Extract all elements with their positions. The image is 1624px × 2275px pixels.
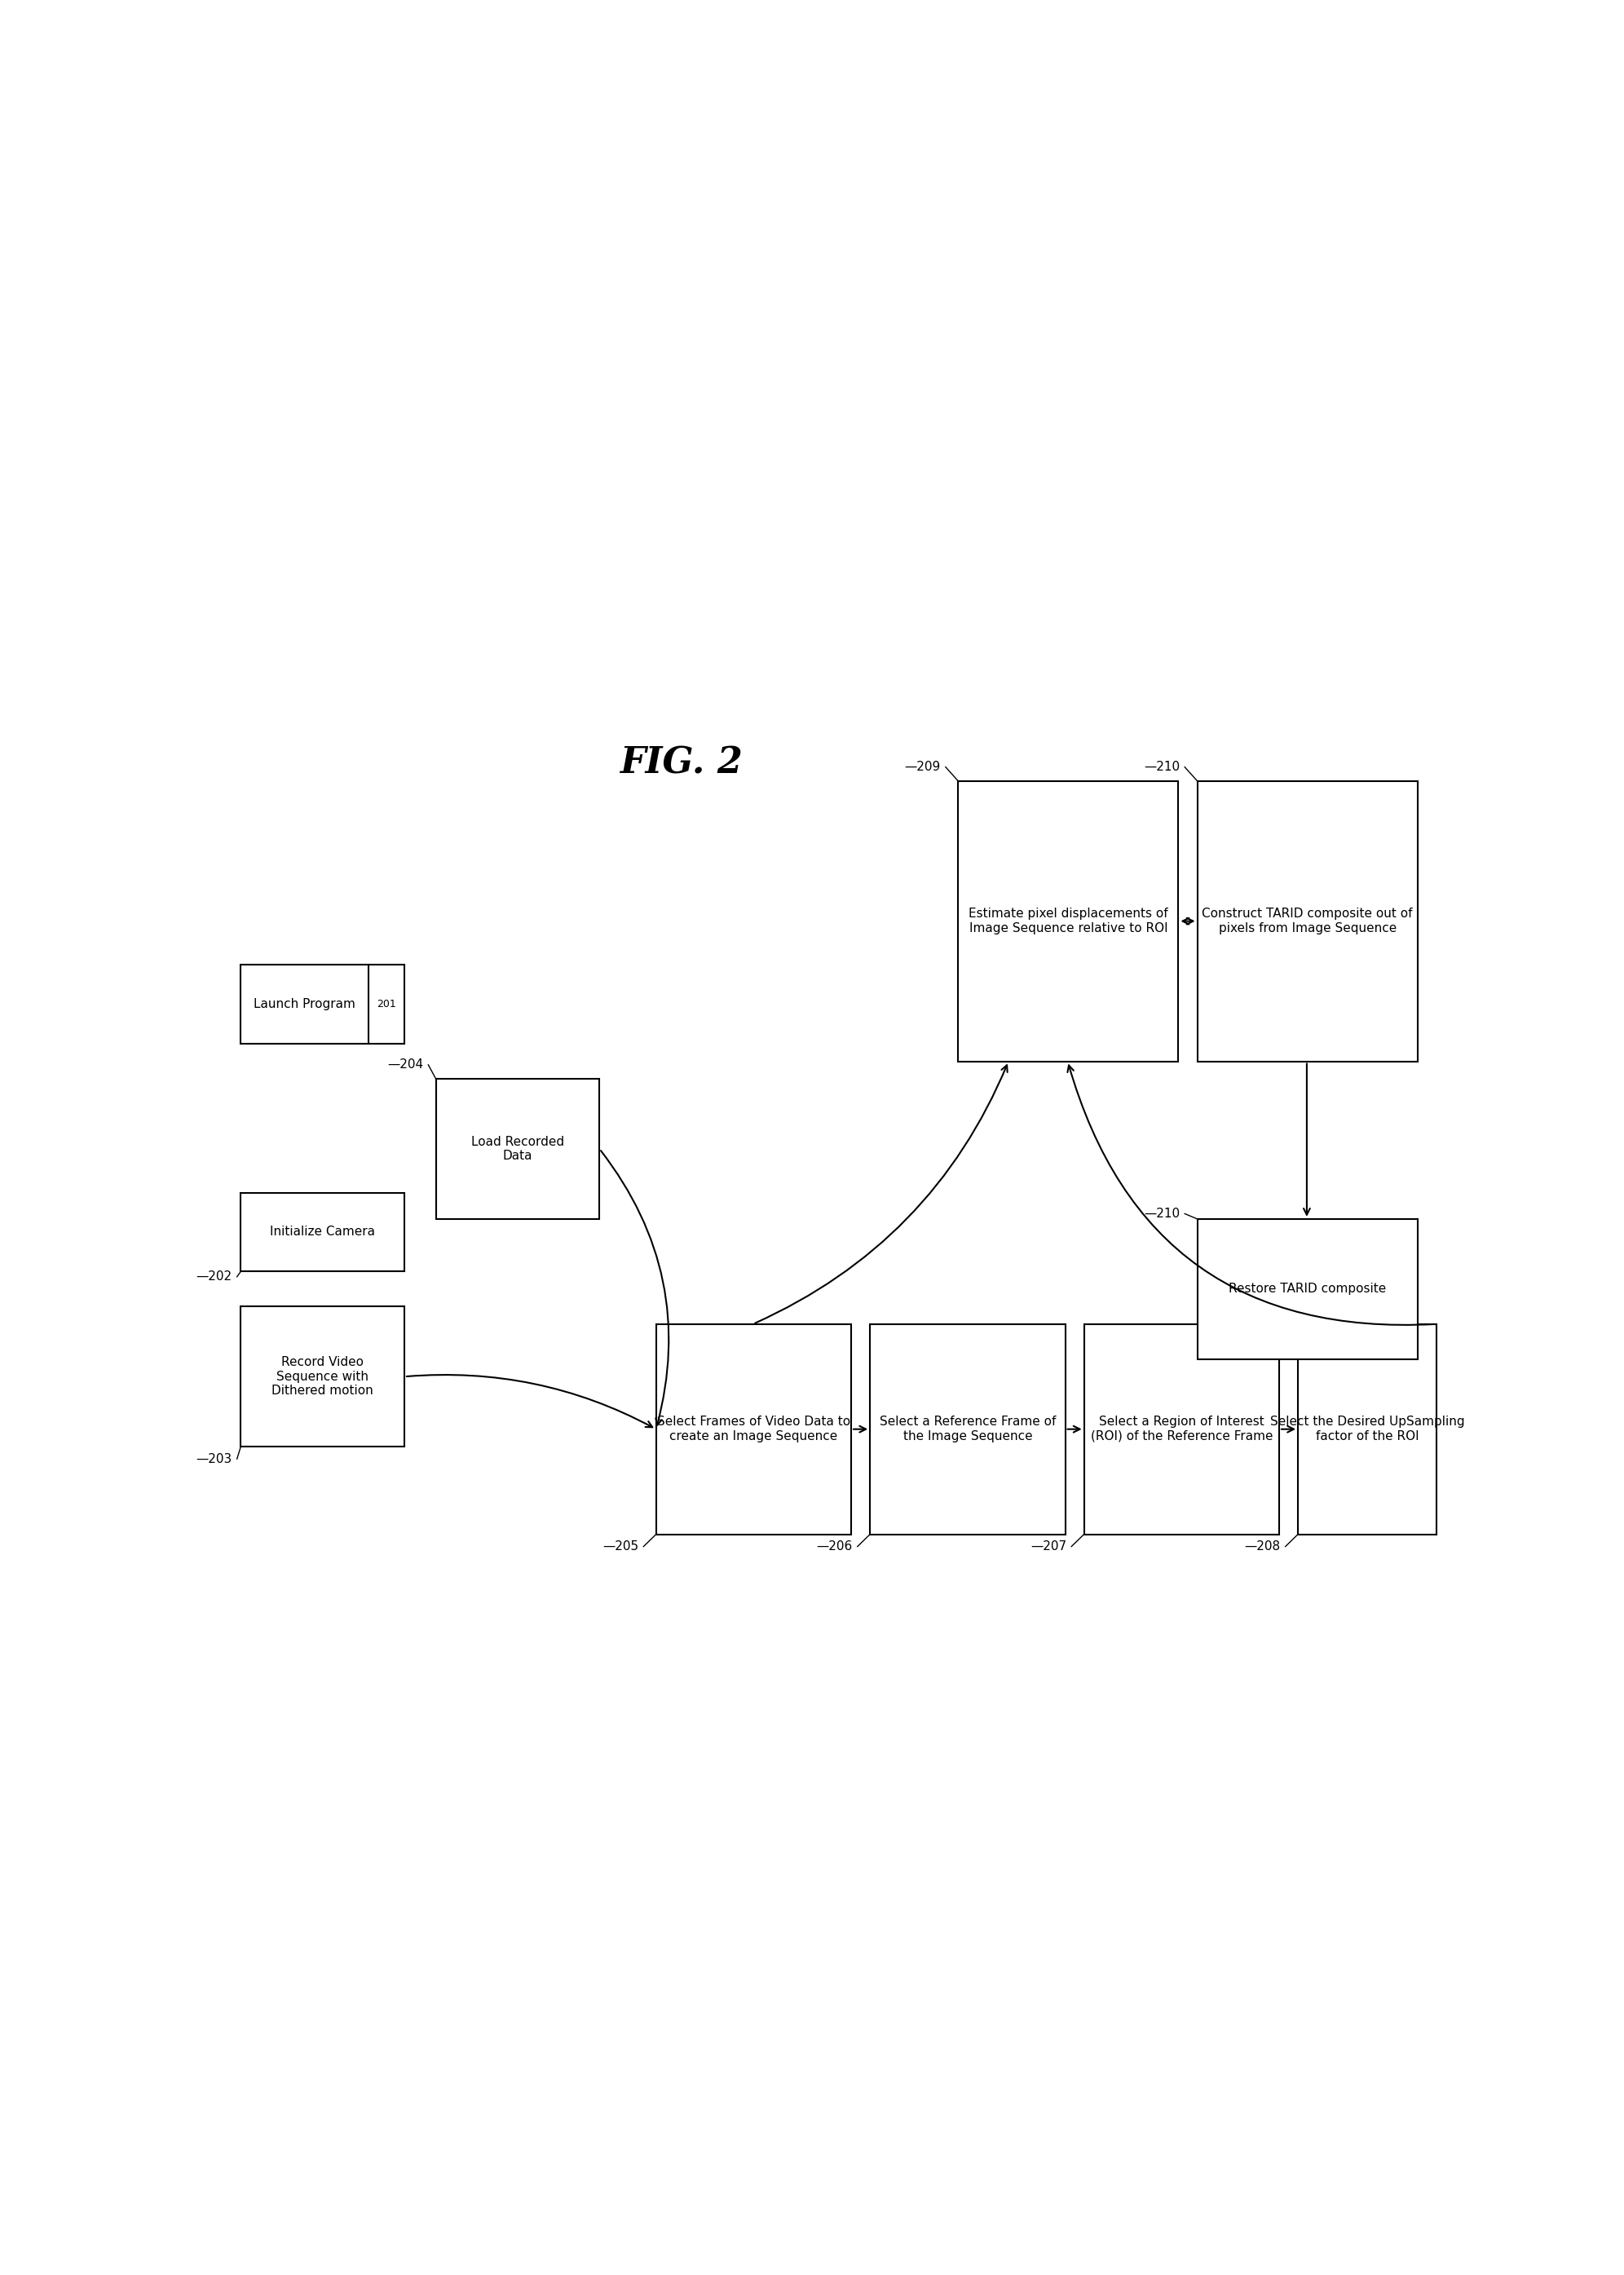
Text: Select Frames of Video Data to
create an Image Sequence: Select Frames of Video Data to create an… xyxy=(658,1415,851,1442)
Text: —210: —210 xyxy=(1143,760,1179,774)
Bar xyxy=(870,1324,1065,1533)
Text: Estimate pixel displacements of
Image Sequence relative to ROI: Estimate pixel displacements of Image Se… xyxy=(968,908,1168,935)
Text: —203: —203 xyxy=(197,1454,232,1465)
Text: 201: 201 xyxy=(377,999,396,1010)
Text: —205: —205 xyxy=(603,1540,638,1552)
Text: Select the Desired UpSampling
factor of the ROI: Select the Desired UpSampling factor of … xyxy=(1270,1415,1465,1442)
Text: Restore TARID composite: Restore TARID composite xyxy=(1229,1283,1387,1294)
Bar xyxy=(656,1324,851,1533)
Text: Select a Region of Interest
(ROI) of the Reference Frame: Select a Region of Interest (ROI) of the… xyxy=(1090,1415,1273,1442)
Bar xyxy=(1085,1324,1280,1533)
Bar xyxy=(240,1192,404,1272)
Bar xyxy=(1197,780,1418,1060)
Text: Initialize Camera: Initialize Camera xyxy=(270,1226,375,1238)
Text: Construct TARID composite out of
pixels from Image Sequence: Construct TARID composite out of pixels … xyxy=(1202,908,1413,935)
Text: —208: —208 xyxy=(1244,1540,1280,1552)
Bar xyxy=(1197,1219,1418,1358)
Text: —204: —204 xyxy=(387,1058,424,1072)
Text: Launch Program: Launch Program xyxy=(253,999,356,1010)
Bar xyxy=(240,965,404,1044)
Text: —209: —209 xyxy=(905,760,940,774)
Text: Record Video
Sequence with
Dithered motion: Record Video Sequence with Dithered moti… xyxy=(271,1356,374,1397)
Text: —207: —207 xyxy=(1030,1540,1067,1552)
Bar xyxy=(958,780,1179,1060)
Text: Select a Reference Frame of
the Image Sequence: Select a Reference Frame of the Image Se… xyxy=(880,1415,1056,1442)
Bar xyxy=(435,1078,599,1219)
Text: —206: —206 xyxy=(817,1540,853,1552)
Bar xyxy=(240,1306,404,1447)
Bar xyxy=(1298,1324,1437,1533)
Text: —210: —210 xyxy=(1143,1208,1179,1219)
Text: FIG. 2: FIG. 2 xyxy=(620,746,742,780)
Text: Load Recorded
Data: Load Recorded Data xyxy=(471,1135,564,1163)
Text: —202: —202 xyxy=(197,1272,232,1283)
